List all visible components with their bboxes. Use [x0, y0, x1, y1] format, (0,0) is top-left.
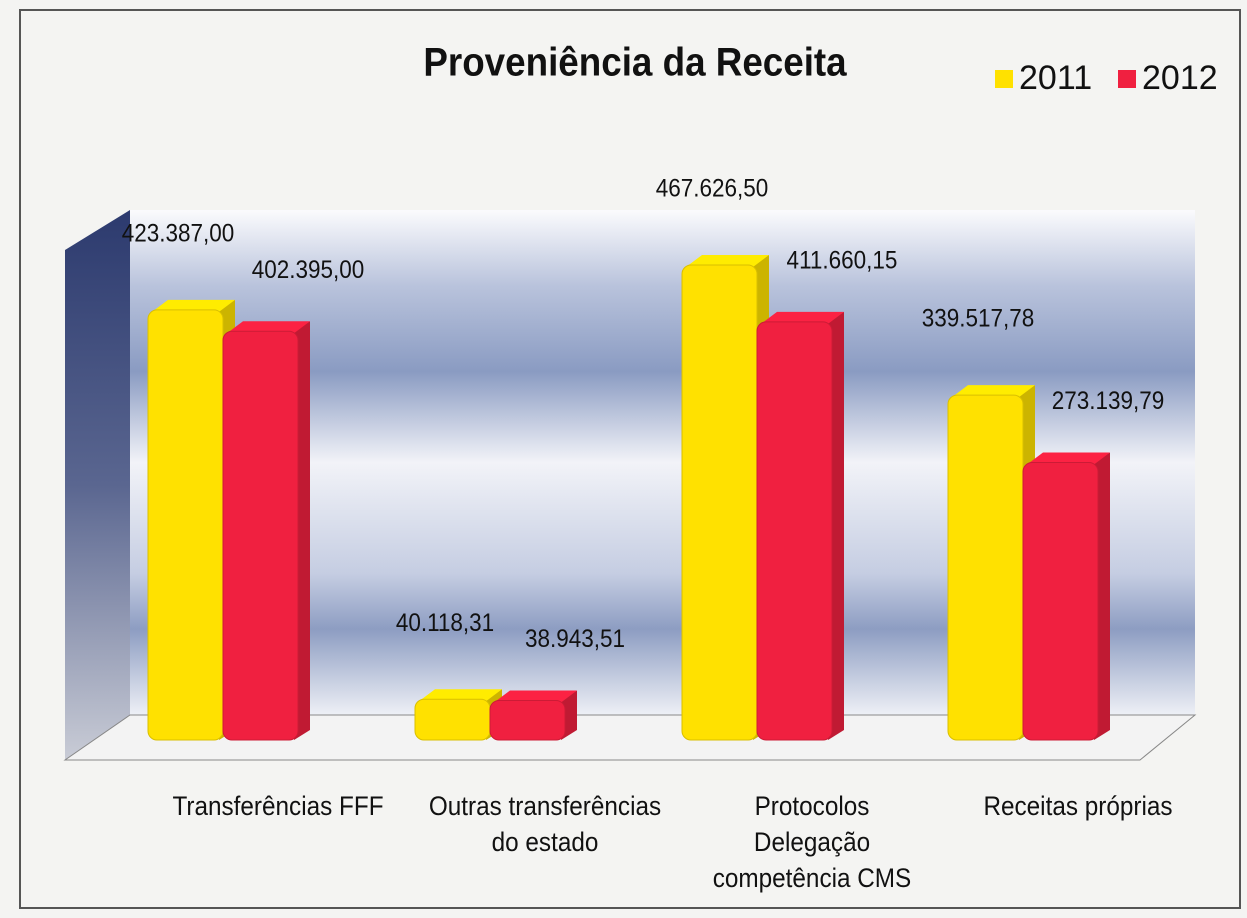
value-label: 411.660,15	[787, 246, 898, 274]
legend-label: 2012	[1142, 59, 1218, 97]
x-tick-label: Outras transferências do estado	[428, 791, 662, 857]
bar	[222, 330, 299, 741]
bar-top	[686, 255, 769, 267]
bar	[489, 699, 566, 741]
x-tick-label: Receitas próprias	[983, 791, 1173, 821]
value-label: 38.943,51	[525, 625, 625, 653]
bar	[756, 321, 833, 741]
bar	[147, 309, 224, 741]
x-tick-label: Transferências FFF	[172, 791, 384, 821]
legend-swatch	[1118, 70, 1136, 88]
bar-top	[952, 385, 1035, 398]
value-label: 423.387,00	[122, 219, 235, 247]
value-label: 339.517,78	[922, 305, 1035, 333]
bar-top	[494, 690, 577, 703]
value-label: 402.395,00	[252, 256, 365, 284]
bar-top	[419, 689, 502, 702]
side-wall	[65, 210, 130, 760]
value-label: 273.139,79	[1052, 387, 1165, 415]
bar	[947, 394, 1024, 741]
legend-label: 2011	[1019, 59, 1092, 97]
back-wall	[130, 210, 1195, 715]
bar-top	[227, 321, 310, 334]
value-label: 467.626,50	[656, 175, 769, 203]
bar	[414, 698, 491, 741]
bar	[1022, 462, 1099, 741]
bar-top	[152, 299, 235, 312]
chart-title: Proveniência da Receita	[423, 40, 847, 85]
legend-swatch	[995, 70, 1013, 88]
bar	[681, 264, 758, 741]
bar-top	[761, 311, 844, 324]
value-label: 40.118,31	[396, 609, 494, 637]
x-tick-label: Protocolos Delegação competência CMS	[712, 791, 912, 893]
bar-top	[1027, 452, 1110, 465]
